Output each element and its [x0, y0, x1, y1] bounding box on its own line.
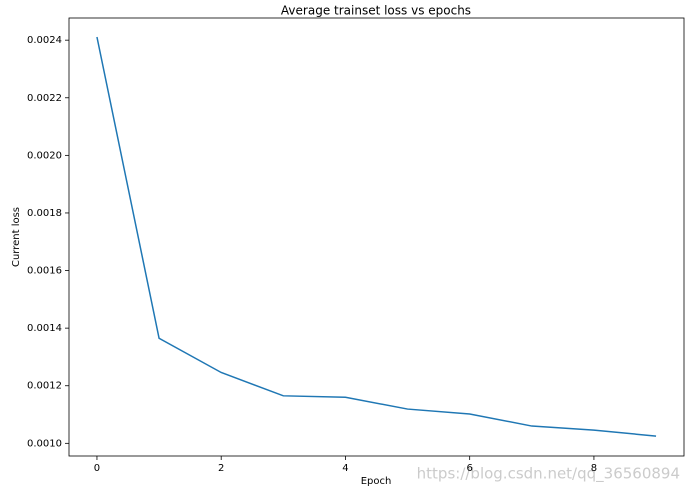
y-tick-label: 0.0024	[27, 35, 62, 46]
x-tick-label: 2	[218, 463, 224, 474]
y-tick-label: 0.0018	[27, 208, 62, 219]
x-axis-label: Epoch	[361, 476, 392, 487]
y-tick-label: 0.0010	[27, 438, 62, 449]
watermark: https://blog.csdn.net/qq_36560894	[417, 465, 680, 484]
y-axis-label: Current loss	[11, 207, 22, 267]
y-tick-label: 0.0020	[27, 150, 62, 161]
line-series	[96, 36, 657, 437]
chart-title: Average trainset loss vs epochs	[281, 4, 471, 18]
x-tick-label: 6	[466, 463, 472, 474]
plot-frame	[68, 17, 685, 457]
x-tick-label: 0	[94, 463, 100, 474]
y-tick-label: 0.0014	[27, 323, 62, 334]
y-tick-label: 0.0022	[27, 93, 62, 104]
x-tick-label: 8	[591, 463, 597, 474]
y-tick-label: 0.0012	[27, 381, 62, 392]
x-tick-label: 4	[342, 463, 348, 474]
y-tick-label: 0.0016	[27, 266, 62, 277]
